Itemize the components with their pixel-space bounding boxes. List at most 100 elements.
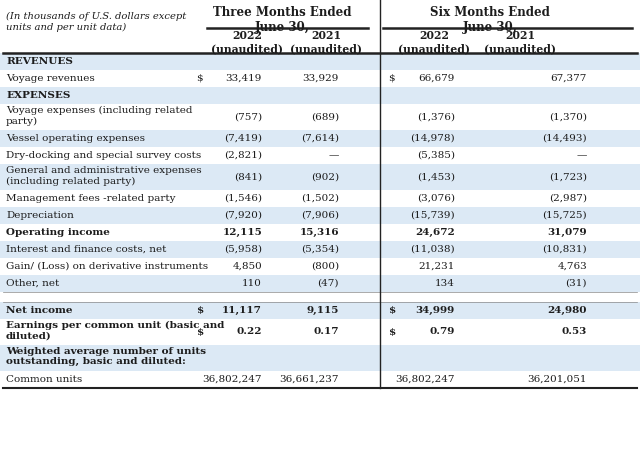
Text: (3,076): (3,076) xyxy=(417,194,455,203)
Text: (1,502): (1,502) xyxy=(301,194,339,203)
Text: (14,978): (14,978) xyxy=(410,134,455,143)
Text: (15,739): (15,739) xyxy=(410,211,455,220)
Text: (1,546): (1,546) xyxy=(224,194,262,203)
Bar xyxy=(0,53,640,70)
Text: Management fees -related party: Management fees -related party xyxy=(6,194,175,203)
Text: Three Months Ended
June 30,: Three Months Ended June 30, xyxy=(212,6,351,34)
Text: $: $ xyxy=(388,306,396,315)
Text: Voyage expenses (including related
party): Voyage expenses (including related party… xyxy=(6,106,193,125)
Text: —: — xyxy=(328,151,339,160)
Text: Operating income: Operating income xyxy=(6,228,110,237)
Text: REVENUES: REVENUES xyxy=(6,57,73,66)
Text: 33,929: 33,929 xyxy=(303,74,339,83)
Text: (1,723): (1,723) xyxy=(549,173,587,181)
Text: 2022
(unaudited): 2022 (unaudited) xyxy=(211,30,283,54)
Text: Dry-docking and special survey costs: Dry-docking and special survey costs xyxy=(6,151,201,160)
Text: (1,453): (1,453) xyxy=(417,173,455,181)
Text: (5,385): (5,385) xyxy=(417,151,455,160)
Text: $: $ xyxy=(196,327,204,337)
Text: 36,802,247: 36,802,247 xyxy=(396,375,455,384)
Text: (841): (841) xyxy=(234,173,262,181)
Text: (14,493): (14,493) xyxy=(542,134,587,143)
Text: 24,980: 24,980 xyxy=(547,306,587,315)
Text: 15,316: 15,316 xyxy=(300,228,339,237)
Text: (2,987): (2,987) xyxy=(549,194,587,203)
Text: 31,079: 31,079 xyxy=(547,228,587,237)
Text: 0.53: 0.53 xyxy=(562,327,587,337)
Bar xyxy=(0,130,640,147)
Text: 2022
(unaudited): 2022 (unaudited) xyxy=(398,30,470,54)
Text: 4,763: 4,763 xyxy=(557,262,587,271)
Text: General and administrative expenses
(including related party): General and administrative expenses (inc… xyxy=(6,166,202,185)
Text: Common units: Common units xyxy=(6,375,83,384)
Text: 33,419: 33,419 xyxy=(226,74,262,83)
Bar xyxy=(0,70,640,87)
Bar xyxy=(0,224,640,241)
Text: (757): (757) xyxy=(234,113,262,121)
Text: (902): (902) xyxy=(311,173,339,181)
Text: 24,672: 24,672 xyxy=(415,228,455,237)
Text: 9,115: 9,115 xyxy=(307,306,339,315)
Bar xyxy=(0,241,640,258)
Text: 34,999: 34,999 xyxy=(416,306,455,315)
Text: (689): (689) xyxy=(311,113,339,121)
Text: 110: 110 xyxy=(242,279,262,288)
Text: (10,831): (10,831) xyxy=(542,245,587,254)
Text: $: $ xyxy=(196,74,203,83)
Text: 36,802,247: 36,802,247 xyxy=(202,375,262,384)
Text: (31): (31) xyxy=(566,279,587,288)
Text: (In thousands of U.S. dollars except
units and per unit data): (In thousands of U.S. dollars except uni… xyxy=(6,12,186,32)
Text: 21,231: 21,231 xyxy=(419,262,455,271)
Text: 67,377: 67,377 xyxy=(550,74,587,83)
Text: (47): (47) xyxy=(317,279,339,288)
Text: (7,920): (7,920) xyxy=(224,211,262,220)
Bar xyxy=(0,275,640,292)
Text: $: $ xyxy=(388,74,395,83)
Text: (7,419): (7,419) xyxy=(224,134,262,143)
Text: Voyage revenues: Voyage revenues xyxy=(6,74,95,83)
Text: (5,958): (5,958) xyxy=(224,245,262,254)
Text: 2021
(unaudited): 2021 (unaudited) xyxy=(290,30,362,54)
Text: (15,725): (15,725) xyxy=(542,211,587,220)
Text: Net income: Net income xyxy=(6,306,72,315)
Text: (1,376): (1,376) xyxy=(417,113,455,121)
Bar xyxy=(0,164,640,190)
Text: 12,115: 12,115 xyxy=(222,228,262,237)
Bar xyxy=(0,371,640,388)
Text: (7,614): (7,614) xyxy=(301,134,339,143)
Text: Other, net: Other, net xyxy=(6,279,60,288)
Bar xyxy=(0,319,640,345)
Text: (7,906): (7,906) xyxy=(301,211,339,220)
Text: (11,038): (11,038) xyxy=(410,245,455,254)
Text: —: — xyxy=(577,151,587,160)
Text: EXPENSES: EXPENSES xyxy=(6,91,70,100)
Bar xyxy=(0,302,640,319)
Text: (5,354): (5,354) xyxy=(301,245,339,254)
Text: 36,661,237: 36,661,237 xyxy=(280,375,339,384)
Text: 134: 134 xyxy=(435,279,455,288)
Bar xyxy=(0,147,640,164)
Bar xyxy=(0,104,640,130)
Text: 66,679: 66,679 xyxy=(419,74,455,83)
Bar xyxy=(0,190,640,207)
Text: 4,850: 4,850 xyxy=(232,262,262,271)
Text: 0.22: 0.22 xyxy=(237,327,262,337)
Text: 11,117: 11,117 xyxy=(222,306,262,315)
Text: 0.17: 0.17 xyxy=(314,327,339,337)
Text: Vessel operating expenses: Vessel operating expenses xyxy=(6,134,145,143)
Text: (2,821): (2,821) xyxy=(224,151,262,160)
Text: 36,201,051: 36,201,051 xyxy=(527,375,587,384)
Bar xyxy=(0,207,640,224)
Text: 0.79: 0.79 xyxy=(429,327,455,337)
Text: (1,370): (1,370) xyxy=(549,113,587,121)
Text: $: $ xyxy=(196,306,204,315)
Text: Interest and finance costs, net: Interest and finance costs, net xyxy=(6,245,166,254)
Bar xyxy=(0,345,640,371)
Text: Gain/ (Loss) on derivative instruments: Gain/ (Loss) on derivative instruments xyxy=(6,262,208,271)
Text: Weighted average number of units
outstanding, basic and diluted:: Weighted average number of units outstan… xyxy=(6,347,206,366)
Text: Six Months Ended
June 30,: Six Months Ended June 30, xyxy=(430,6,550,34)
Text: Depreciation: Depreciation xyxy=(6,211,74,220)
Bar xyxy=(0,87,640,104)
Bar xyxy=(0,258,640,275)
Text: Earnings per common unit (basic and
diluted): Earnings per common unit (basic and dilu… xyxy=(6,321,225,341)
